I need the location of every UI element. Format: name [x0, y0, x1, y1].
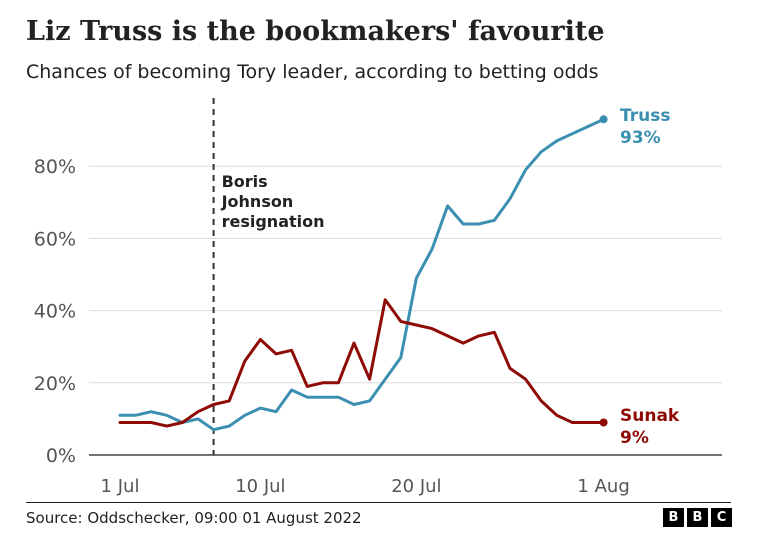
logo-letter-b2: B — [687, 508, 708, 527]
series-name-label-sunak: Sunak — [620, 406, 680, 426]
y-tick-label: 40% — [34, 301, 76, 323]
annotation-line: Boris — [222, 172, 268, 191]
y-tick-label: 80% — [34, 156, 76, 178]
x-tick-label: 20 Jul — [391, 476, 441, 497]
series-end-point-truss — [599, 115, 608, 124]
x-tick-label: 1 Jul — [101, 476, 140, 497]
series-line-sunak — [118, 298, 606, 428]
bbc-logo: B B C — [663, 508, 732, 527]
y-tick-label: 20% — [34, 373, 76, 395]
annotation-line: resignation — [222, 212, 325, 231]
x-tick-label: 1 Aug — [577, 476, 629, 497]
source-note: Source: Oddschecker, 09:00 01 August 202… — [26, 509, 362, 527]
series-value-label-truss: 93% — [620, 128, 661, 148]
series-value-label-sunak: 9% — [620, 428, 649, 448]
annotation-line: Johnson — [221, 192, 294, 211]
annotation-label: Boris Johnson resignation — [221, 172, 325, 231]
series-end-point-sunak — [599, 418, 608, 427]
y-tick-label: 60% — [34, 228, 76, 250]
series-line-truss — [118, 117, 606, 432]
logo-letter-b1: B — [663, 508, 684, 527]
y-tick-label: 0% — [46, 445, 76, 467]
chart-title: Liz Truss is the bookmakers' favourite — [26, 16, 605, 47]
x-tick-label: 10 Jul — [235, 476, 285, 497]
footer-divider — [26, 502, 731, 503]
logo-letter-c: C — [711, 508, 732, 527]
chart-subtitle: Chances of becoming Tory leader, accordi… — [26, 61, 599, 83]
series-name-label-truss: Truss — [620, 106, 670, 126]
